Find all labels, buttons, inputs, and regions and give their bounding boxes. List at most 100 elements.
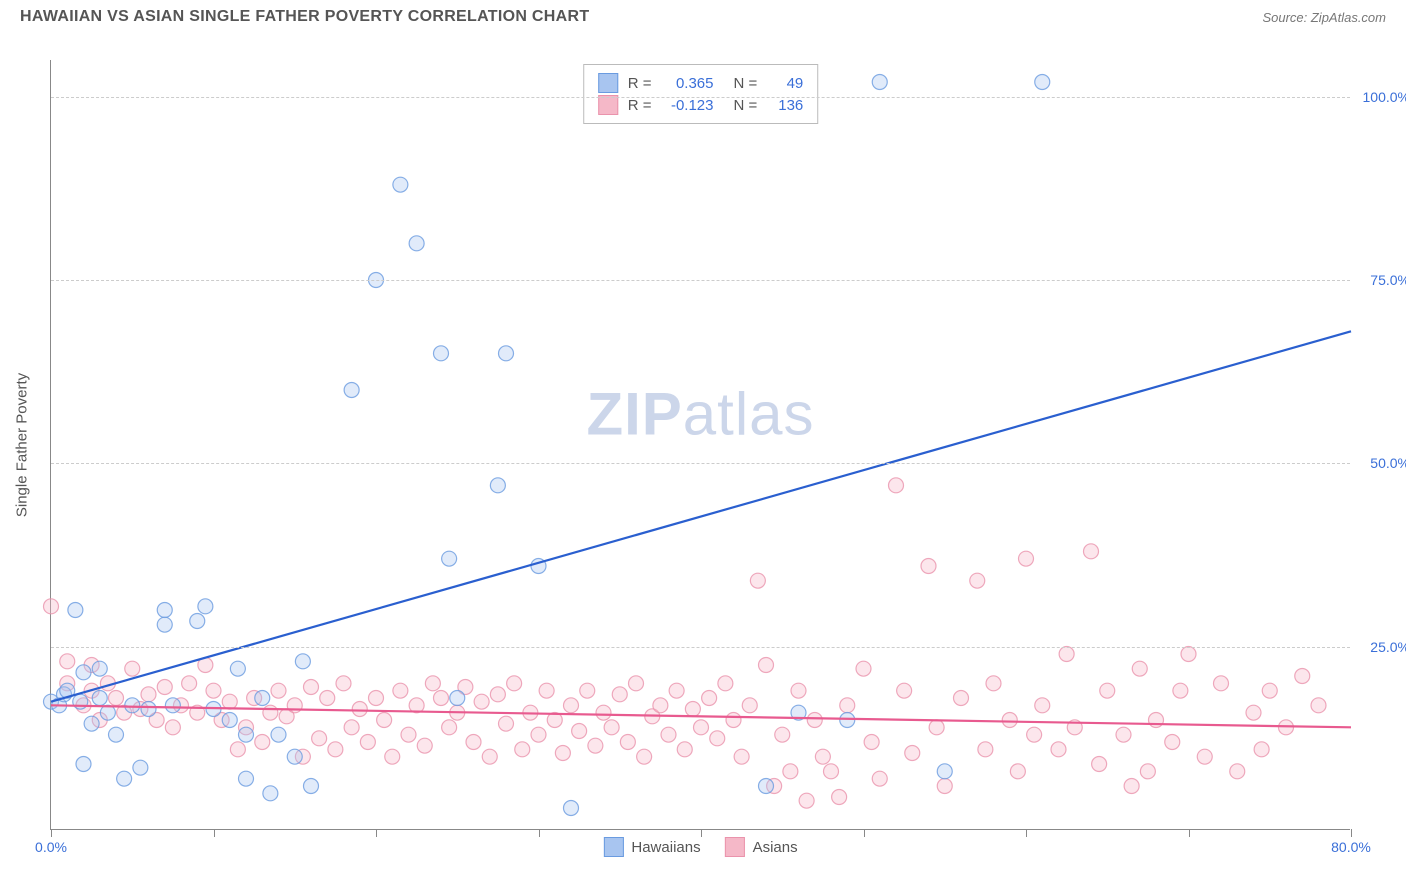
data-point [620, 735, 635, 750]
legend-item: Asians [725, 837, 798, 857]
data-point [856, 661, 871, 676]
legend: Hawaiians Asians [603, 837, 797, 857]
data-point [157, 603, 172, 618]
data-point [125, 698, 140, 713]
data-point [425, 676, 440, 691]
data-point [499, 716, 514, 731]
x-tick [539, 829, 540, 837]
data-point [531, 727, 546, 742]
data-point [271, 727, 286, 742]
data-point [1246, 705, 1261, 720]
chart-container: Single Father Poverty ZIPatlas R =0.365N… [0, 30, 1406, 860]
data-point [377, 713, 392, 728]
data-point [304, 680, 319, 695]
n-value: 136 [767, 97, 803, 114]
stats-row: R =0.365N =49 [598, 73, 804, 93]
data-point [864, 735, 879, 750]
data-point [68, 603, 83, 618]
data-point [759, 779, 774, 794]
y-tick-label: 100.0% [1363, 89, 1406, 105]
data-point [929, 720, 944, 735]
data-point [629, 676, 644, 691]
data-point [1092, 757, 1107, 772]
data-point [734, 749, 749, 764]
data-point [442, 720, 457, 735]
data-point [141, 702, 156, 717]
data-point [669, 683, 684, 698]
data-point [702, 691, 717, 706]
data-point [637, 749, 652, 764]
data-point [255, 691, 270, 706]
x-tick [376, 829, 377, 837]
data-point [434, 346, 449, 361]
data-point [165, 720, 180, 735]
data-point [1084, 544, 1099, 559]
data-point [954, 691, 969, 706]
data-point [1311, 698, 1326, 713]
x-tick [214, 829, 215, 837]
data-point [1002, 713, 1017, 728]
x-tick [864, 829, 865, 837]
legend-label: Hawaiians [631, 839, 700, 856]
data-point [986, 676, 1001, 691]
data-point [1149, 713, 1164, 728]
data-point [109, 691, 124, 706]
data-point [239, 727, 254, 742]
data-point [937, 764, 952, 779]
plot-area: ZIPatlas R =0.365N =49R =-0.123N =136 Ha… [50, 60, 1350, 830]
source-name: ZipAtlas.com [1311, 10, 1386, 25]
data-point [807, 713, 822, 728]
data-point [1214, 676, 1229, 691]
data-point [872, 771, 887, 786]
data-point [539, 683, 554, 698]
data-point [222, 713, 237, 728]
data-point [1262, 683, 1277, 698]
data-point [612, 687, 627, 702]
data-point [295, 654, 310, 669]
data-point [360, 735, 375, 750]
data-point [799, 793, 814, 808]
data-point [157, 617, 172, 632]
data-point [1051, 742, 1066, 757]
data-point [230, 661, 245, 676]
x-tick [1026, 829, 1027, 837]
data-point [1197, 749, 1212, 764]
data-point [401, 727, 416, 742]
data-point [1100, 683, 1115, 698]
data-point [206, 683, 221, 698]
data-point [921, 559, 936, 574]
x-tick [701, 829, 702, 837]
data-point [157, 680, 172, 695]
data-point [1181, 647, 1196, 662]
data-point [239, 771, 254, 786]
r-label: R = [628, 75, 652, 92]
data-point [726, 713, 741, 728]
x-tick [51, 829, 52, 837]
data-point [490, 687, 505, 702]
data-point [474, 694, 489, 709]
grid-line [51, 280, 1350, 281]
correlation-stats-box: R =0.365N =49R =-0.123N =136 [583, 64, 819, 124]
data-point [287, 749, 302, 764]
data-point [897, 683, 912, 698]
grid-line [51, 97, 1350, 98]
data-point [1173, 683, 1188, 698]
data-point [564, 698, 579, 713]
n-label: N = [734, 75, 758, 92]
data-point [190, 614, 205, 629]
data-point [141, 687, 156, 702]
data-point [694, 720, 709, 735]
data-point [125, 661, 140, 676]
data-point [442, 551, 457, 566]
data-point [588, 738, 603, 753]
data-point [328, 742, 343, 757]
data-point [117, 771, 132, 786]
y-tick-label: 75.0% [1370, 272, 1406, 288]
stats-row: R =-0.123N =136 [598, 95, 804, 115]
data-point [564, 801, 579, 816]
data-point [978, 742, 993, 757]
data-point [555, 746, 570, 761]
data-point [320, 691, 335, 706]
grid-line [51, 463, 1350, 464]
y-tick-label: 25.0% [1370, 639, 1406, 655]
